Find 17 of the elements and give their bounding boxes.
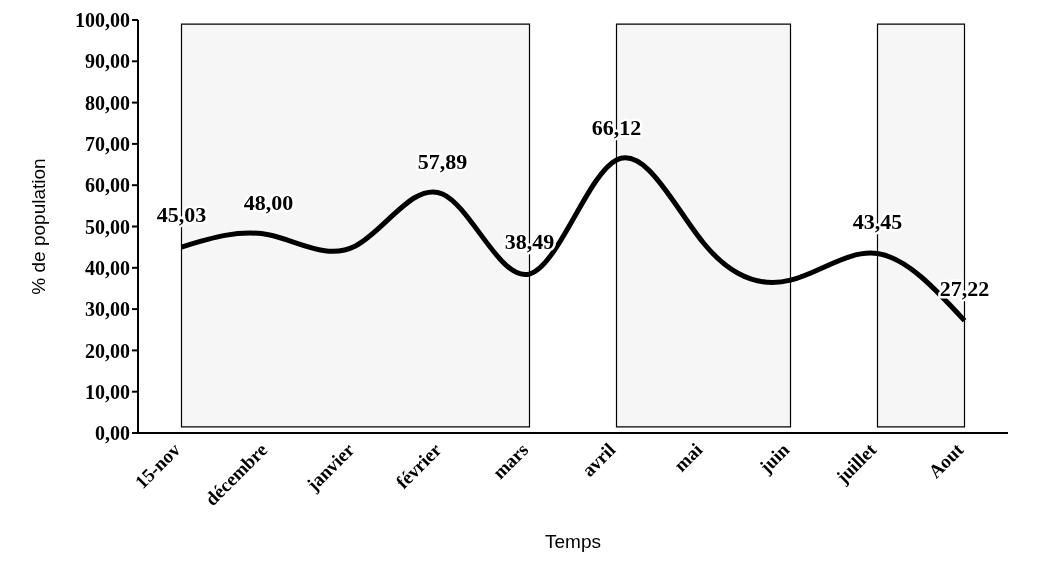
x-tick-label: juin <box>754 438 794 478</box>
y-tick-label: 100,00 <box>75 9 130 32</box>
x-tick-label: mai <box>669 438 707 476</box>
y-tick-label: 80,00 <box>85 91 130 114</box>
data-label: 48,00 <box>243 189 294 215</box>
y-tick-label: 40,00 <box>85 256 130 279</box>
y-tick-label: 20,00 <box>85 339 130 362</box>
y-tick-label: 50,00 <box>85 215 130 238</box>
y-tick-label: 0,00 <box>95 422 130 445</box>
y-tick-label: 70,00 <box>85 133 130 155</box>
y-tick-label: 30,00 <box>85 298 130 321</box>
y-tick-label: 90,00 <box>85 50 130 73</box>
y-axis-title: % de population <box>27 158 49 295</box>
data-label: 57,89 <box>417 148 468 174</box>
x-axis-title: Temps <box>545 531 601 552</box>
y-tick-label: 10,00 <box>85 380 130 403</box>
y-tick-label: 60,00 <box>85 174 130 197</box>
